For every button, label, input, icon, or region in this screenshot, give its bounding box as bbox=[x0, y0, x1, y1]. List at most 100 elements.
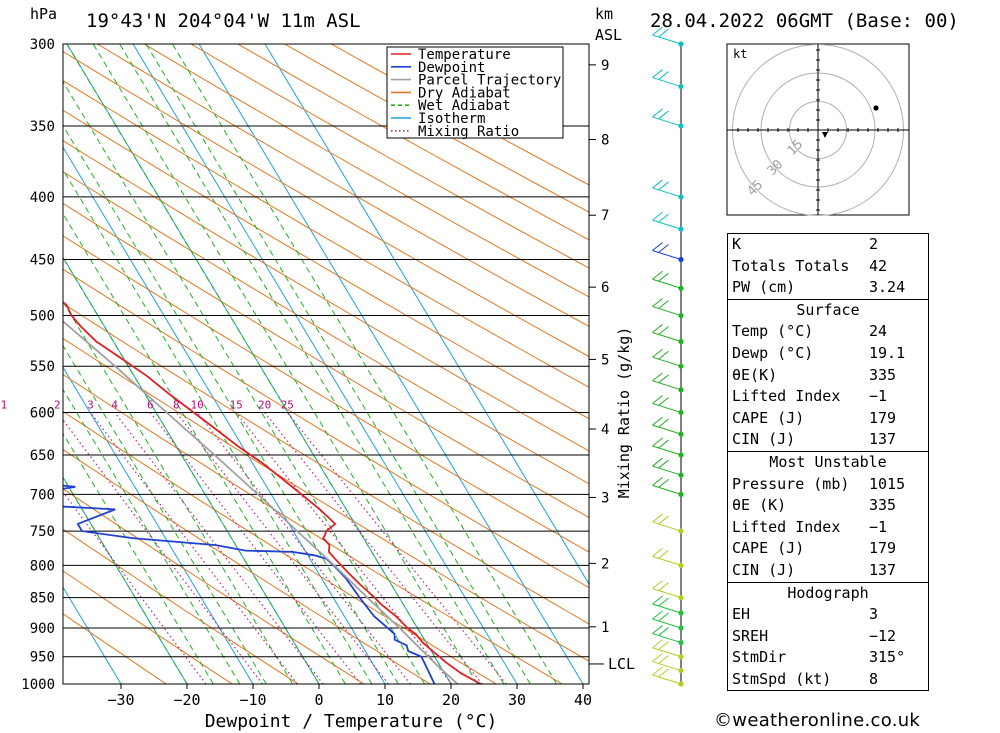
legend-label: Temperature bbox=[418, 47, 511, 63]
dry-adiabat bbox=[143, 44, 589, 298]
chart-axes: 3003504004505005506006507007508008509009… bbox=[21, 37, 635, 732]
wet-adiabat bbox=[66, 44, 452, 684]
mixing-ratio-label: 20 bbox=[258, 398, 271, 411]
row-label: Lifted Index bbox=[732, 387, 841, 406]
credit-link[interactable]: ©weatheronline.co.uk bbox=[714, 710, 921, 731]
wind-barb-staff bbox=[652, 332, 682, 342]
row-label: StmSpd (kt) bbox=[732, 669, 832, 688]
chart-header: hPa 19°43'N 204°04'W 11m ASL km ASL 28.04.20… bbox=[30, 5, 959, 44]
pressure-tick-label: 800 bbox=[30, 558, 55, 574]
table-row: Totals Totals 42 bbox=[728, 256, 928, 278]
wet-adiabat bbox=[171, 44, 558, 684]
wind-barb-flag bbox=[652, 666, 663, 676]
height-tick-label: 5 bbox=[601, 352, 609, 368]
wind-barb-staff bbox=[652, 356, 682, 367]
wind-barb-flag bbox=[652, 69, 663, 78]
wet-adiabat bbox=[63, 212, 346, 684]
indices-section: K 2 Totals Totals 42 PW (cm) 3.24 bbox=[728, 234, 928, 300]
row-label: CAPE (J) bbox=[732, 539, 805, 558]
wind-barb-flag bbox=[658, 479, 669, 488]
table-row: CAPE (J) 179 bbox=[728, 538, 928, 560]
x-tick-label: −30 bbox=[107, 691, 134, 709]
pressure-tick-label: 350 bbox=[30, 119, 55, 135]
table-row: Temp (°C) 24 bbox=[728, 321, 928, 343]
indices-table: K 2 Totals Totals 42 PW (cm) 3.24 Surface Tem… bbox=[727, 233, 929, 692]
wind-barb-flag bbox=[652, 26, 663, 36]
row-label: K bbox=[732, 235, 742, 253]
dry-adiabat bbox=[63, 50, 589, 358]
mixing-ratio-labels: 1 2 3 4 6 8 10 15 20 25 bbox=[1, 398, 294, 411]
mixing-ratio-label: 1 bbox=[1, 398, 8, 411]
height-tick-label: 2 bbox=[601, 556, 609, 572]
pressure-tick-label: 900 bbox=[30, 621, 55, 637]
mixing-ratio-line bbox=[175, 412, 389, 684]
wind-level-marker bbox=[678, 654, 684, 660]
wind-barb-flag bbox=[658, 418, 669, 428]
dry-adiabat bbox=[63, 139, 589, 452]
x-tick-label: 20 bbox=[442, 691, 460, 709]
height-tick-label: 9 bbox=[601, 58, 609, 74]
wind-barb-staff bbox=[652, 674, 682, 685]
row-value: 8 bbox=[869, 669, 879, 688]
wind-barb-flag bbox=[658, 397, 669, 406]
wind-barb-staff bbox=[652, 465, 682, 476]
table-row: PW (cm) 3.24 bbox=[728, 277, 928, 299]
wind-barb-flag bbox=[658, 244, 669, 253]
asl-label: ASL bbox=[595, 26, 622, 44]
hodograph-top-marker bbox=[873, 105, 879, 111]
row-label: Pressure (mb) bbox=[732, 474, 850, 493]
mixing-ratio-line bbox=[63, 491, 207, 684]
wet-adiabat bbox=[63, 124, 399, 684]
row-label: StmDir bbox=[732, 648, 787, 667]
wind-barb-flag bbox=[652, 639, 663, 649]
wind-barb-staff bbox=[652, 402, 682, 413]
km-unit-label: km bbox=[595, 5, 613, 23]
wind-barb-flag bbox=[652, 348, 663, 358]
wind-barb-flag bbox=[652, 395, 663, 404]
wind-barb-flag bbox=[658, 71, 669, 80]
dry-adiabat bbox=[237, 44, 589, 241]
row-label: CIN (J) bbox=[732, 430, 796, 449]
wind-barb-flag bbox=[658, 272, 669, 282]
wind-barb-flag bbox=[652, 242, 663, 251]
row-label: CIN (J) bbox=[732, 560, 796, 579]
table-row: CAPE (J) 179 bbox=[728, 408, 928, 430]
wind-barb-flag bbox=[652, 610, 663, 620]
table-row: Lifted Index −1 bbox=[728, 386, 928, 408]
isobars bbox=[63, 43, 589, 685]
row-label: EH bbox=[732, 605, 751, 624]
wind-barb-flag bbox=[658, 28, 669, 38]
table-row: Pressure (mb) 1015 bbox=[728, 474, 928, 496]
dry-adiabat bbox=[63, 528, 299, 684]
height-tick-label: 3 bbox=[601, 490, 609, 506]
wind-barb-staff bbox=[652, 661, 682, 672]
mixing-ratio-line bbox=[235, 412, 453, 684]
wet-adiabat bbox=[119, 44, 505, 684]
height-tick-label: 1 bbox=[601, 620, 609, 636]
row-label: Temp (°C) bbox=[732, 322, 814, 341]
table-row: CIN (J) 137 bbox=[728, 429, 928, 451]
wind-level-marker bbox=[678, 610, 684, 616]
most-unstable-section: Most Unstable Pressure (mb) 1015 θE (K) 335… bbox=[728, 452, 928, 583]
wind-barb-flag bbox=[652, 513, 663, 523]
row-value: 3.24 bbox=[869, 278, 906, 297]
wind-barb-staff bbox=[652, 380, 682, 391]
height-tick-label: 8 bbox=[601, 132, 609, 148]
dry-adiabat bbox=[63, 373, 563, 684]
row-label: Lifted Index bbox=[732, 517, 841, 536]
wet-adiabat bbox=[92, 44, 478, 684]
wind-barb-flag bbox=[658, 439, 669, 449]
mixing-ratio-line bbox=[114, 412, 324, 684]
dry-adiabat bbox=[190, 44, 589, 269]
legend-label: Parcel Trajectory bbox=[418, 73, 561, 89]
wind-barb-staff bbox=[652, 116, 682, 127]
wind-barb-staff bbox=[652, 187, 682, 198]
wind-barb-flag bbox=[652, 547, 663, 557]
pressure-tick-label: 550 bbox=[30, 359, 55, 375]
legend-label: Mixing Ratio bbox=[418, 124, 519, 140]
pressure-tick-label: 500 bbox=[30, 309, 55, 325]
most-unstable-title: Most Unstable bbox=[769, 452, 887, 471]
surface-title: Surface bbox=[796, 300, 860, 319]
